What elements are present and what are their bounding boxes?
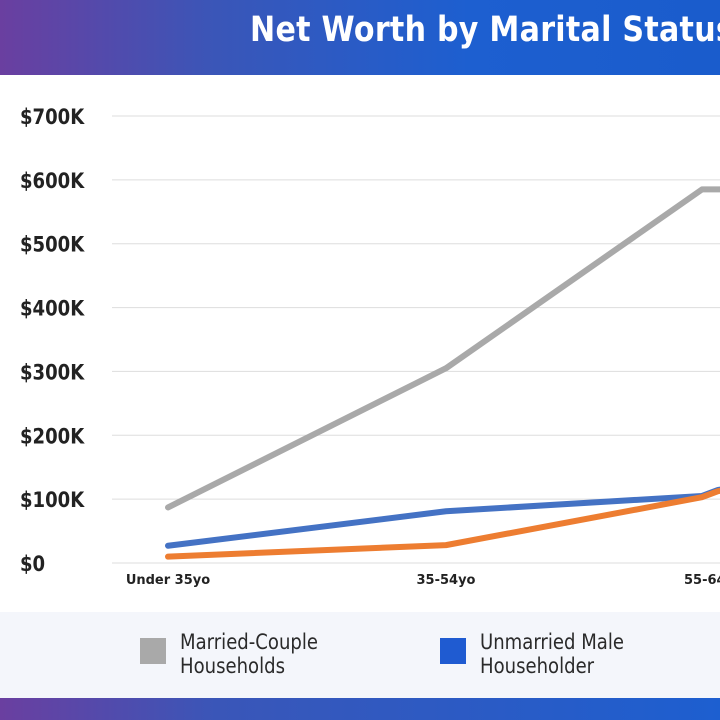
legend-swatch-married-couple	[140, 638, 166, 664]
bottom-banner	[0, 698, 720, 720]
legend-label-line2: Households	[180, 654, 285, 678]
legend-item-unmarried-male: Unmarried Male Householder	[440, 630, 700, 680]
y-tick-label: $700K	[20, 105, 85, 130]
legend-swatch-unmarried-male	[440, 638, 466, 664]
y-tick-label: $500K	[20, 232, 85, 257]
legend-item-married-couple: Married-Couple Households	[140, 630, 380, 680]
y-tick-label: $0	[20, 552, 45, 577]
legend-label-line1: Married-Couple	[180, 630, 318, 654]
grid-lines	[112, 115, 720, 564]
y-tick-label: $200K	[20, 424, 85, 449]
y-tick-label: $400K	[20, 296, 85, 321]
x-tick-label: 55-64	[684, 573, 720, 588]
legend-label-married-couple: Married-Couple Households	[180, 630, 369, 678]
line-chart: $0 $100K $200K $300K $400K $500K $600K $700K Un…	[20, 105, 720, 588]
y-tick-label: $100K	[20, 488, 85, 513]
y-tick-label: $600K	[20, 169, 85, 194]
series-lines	[165, 186, 720, 560]
y-axis-ticks: $0 $100K $200K $300K $400K $500K $600K $700K	[20, 105, 85, 577]
legend-label-unmarried-male: Unmarried Male Householder	[480, 630, 669, 678]
y-tick-label: $300K	[20, 360, 85, 385]
title-banner: Net Worth by Marital Status a	[0, 0, 720, 75]
legend: Married-Couple Households Unmarried Male…	[0, 612, 720, 698]
x-tick-label: 35-54yo	[417, 573, 476, 588]
x-tick-label: Under 35yo	[126, 573, 210, 588]
chart-title: Net Worth by Marital Status a	[250, 10, 720, 50]
x-axis-ticks: Under 35yo 35-54yo 55-64	[126, 573, 720, 588]
series-line-2	[165, 486, 720, 549]
legend-label-line1: Unmarried Male	[480, 630, 624, 654]
series-line-1	[165, 186, 720, 511]
legend-label-line2: Householder	[480, 654, 595, 678]
